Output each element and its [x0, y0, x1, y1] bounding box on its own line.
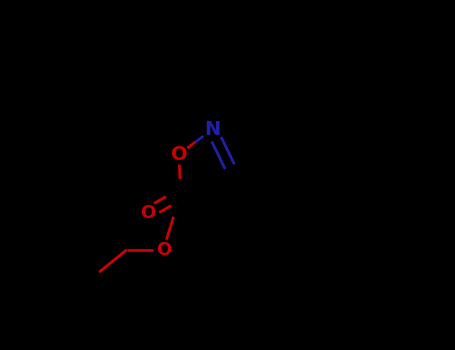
Text: N: N: [204, 120, 220, 139]
Text: O: O: [156, 241, 171, 259]
Text: O: O: [140, 204, 155, 222]
Text: O: O: [171, 145, 187, 164]
